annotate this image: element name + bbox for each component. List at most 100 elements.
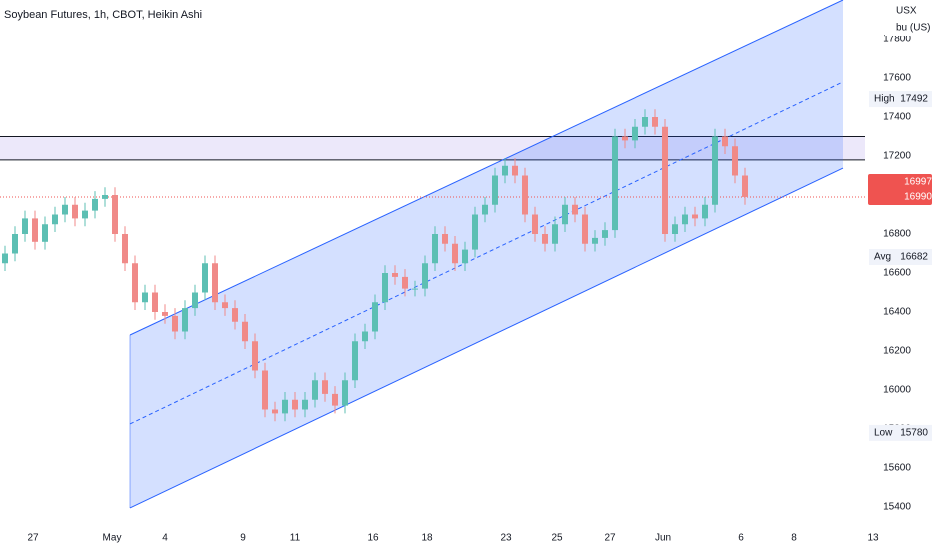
price-label-bg — [869, 424, 932, 441]
unit-label: USX — [896, 6, 917, 17]
candle-body — [32, 218, 38, 242]
x-tick-label: 4 — [162, 533, 168, 544]
candle-body — [562, 204, 568, 225]
candle-body — [432, 234, 438, 264]
candle-body — [62, 204, 68, 215]
candle-body — [12, 234, 18, 254]
candle-body — [522, 175, 528, 215]
candle-body — [402, 276, 408, 289]
x-tick-label: 25 — [551, 533, 563, 544]
candle-body — [482, 204, 488, 215]
price-label-bg — [869, 249, 932, 266]
x-tick-label: 11 — [290, 533, 301, 544]
price-label-value: 17492 — [900, 94, 928, 105]
candle-body — [42, 224, 48, 242]
candle-body — [362, 331, 368, 342]
candle-body — [712, 136, 718, 205]
price-label-name: High — [874, 94, 895, 105]
candle-body — [102, 195, 108, 199]
candle-body — [692, 214, 698, 219]
candle-body — [732, 146, 738, 176]
candle-body — [162, 312, 168, 316]
channel-lower — [129, 167, 844, 509]
candle-body — [122, 234, 128, 264]
candle-body — [242, 321, 248, 342]
y-tick-label: 17200 — [883, 151, 911, 162]
candle-body — [702, 204, 708, 219]
candle-body — [682, 214, 688, 225]
unit-label: bu (US) — [896, 23, 930, 34]
price-label-bg — [869, 91, 932, 108]
candle-body — [202, 263, 208, 293]
candle-body — [462, 249, 468, 264]
candle-body — [602, 230, 608, 238]
candle-body — [312, 380, 318, 400]
candle-body — [82, 210, 88, 219]
candle-body — [52, 214, 58, 225]
price-label-name: Low — [874, 428, 893, 439]
y-tick-label: 16400 — [883, 307, 911, 318]
last-price-label: 16990 — [904, 192, 932, 203]
y-tick-label: 17600 — [883, 73, 911, 84]
candle-body — [382, 273, 388, 303]
candle-body — [542, 234, 548, 244]
candle-body — [2, 253, 8, 264]
last-price-label: 16997 — [904, 177, 932, 188]
x-tick-label: 16 — [367, 533, 379, 544]
y-tick-label: 15600 — [883, 463, 911, 474]
candle-body — [742, 175, 748, 197]
candle-body — [172, 315, 178, 332]
candle-body — [232, 308, 238, 322]
candle-body — [212, 263, 218, 303]
chart-title: Soybean Futures, 1h, CBOT, Heikin Ashi — [4, 9, 202, 21]
y-tick-label: 17400 — [883, 112, 911, 123]
x-tick-label: 8 — [791, 533, 797, 544]
candle-body — [582, 214, 588, 244]
candle-body — [472, 214, 478, 250]
candle-body — [422, 263, 428, 289]
y-tick-label: 17800 — [883, 34, 911, 45]
x-tick-label: 27 — [604, 533, 616, 544]
candle-body — [72, 204, 78, 219]
candle-body — [112, 195, 118, 234]
candle-body — [372, 302, 378, 332]
candle-body — [302, 399, 308, 410]
x-tick-label: 9 — [240, 533, 246, 544]
x-tick-label: 18 — [421, 533, 433, 544]
candle-body — [442, 234, 448, 244]
candle-body — [282, 399, 288, 414]
candle-body — [652, 117, 658, 127]
x-tick-label: 6 — [738, 533, 744, 544]
candle-body — [412, 288, 418, 290]
candle-body — [332, 393, 338, 406]
candle-body — [592, 237, 598, 244]
candle-body — [142, 292, 148, 303]
y-tick-label: 16000 — [883, 385, 911, 396]
last-price-box — [868, 173, 932, 205]
candle-body — [192, 292, 198, 309]
zone-fill — [0, 136, 865, 160]
candle-body — [612, 136, 618, 231]
candle-body — [392, 273, 398, 277]
price-label-name: Avg — [874, 252, 891, 263]
candle-body — [322, 380, 328, 394]
candle-body — [222, 302, 228, 309]
candle-body — [152, 292, 158, 312]
candle-body — [552, 224, 558, 244]
candle-body — [262, 370, 268, 410]
candle-body — [492, 175, 498, 205]
candle-body — [342, 380, 348, 406]
price-label-value: 16682 — [900, 252, 928, 263]
candle-body — [502, 165, 508, 176]
candle-body — [22, 218, 28, 234]
candle-body — [352, 341, 358, 381]
candle-body — [622, 136, 628, 141]
candle-body — [182, 308, 188, 332]
candle-body — [722, 136, 728, 147]
candle-body — [532, 214, 538, 234]
candle-body — [572, 204, 578, 215]
candle-body — [252, 341, 258, 371]
